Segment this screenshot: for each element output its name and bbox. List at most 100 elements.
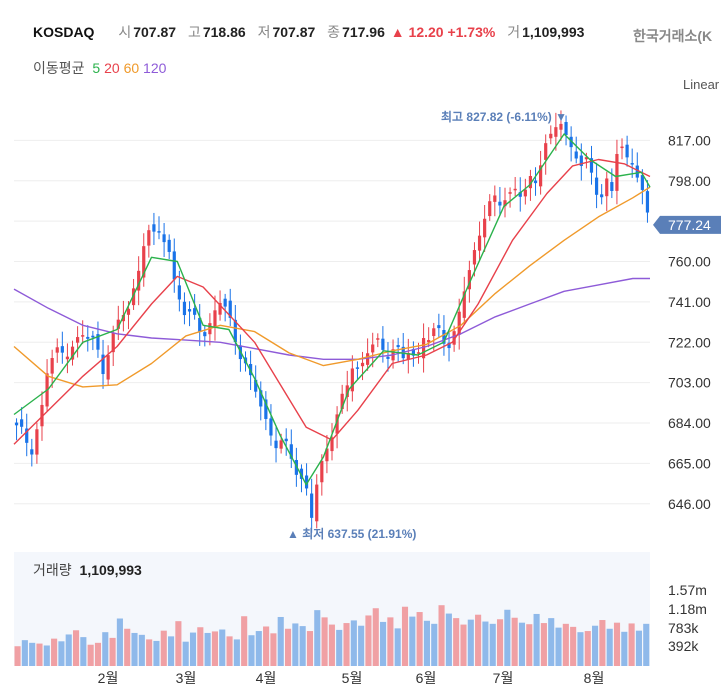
- volume-bar: [131, 632, 138, 666]
- ma20-line: [13, 158, 651, 445]
- candle-body: [213, 310, 217, 327]
- close-value: 717.96: [342, 24, 385, 40]
- exchange-label[interactable]: 한국거래소(K: [633, 28, 713, 44]
- high-value: 718.86: [202, 24, 246, 40]
- volume-bar: [475, 614, 482, 666]
- volume-bar: [496, 619, 504, 666]
- volume-bar: [453, 618, 460, 666]
- moving-average-legend[interactable]: 이동평균 5 20 60 120: [33, 58, 166, 78]
- candle-body: [223, 298, 227, 307]
- volume-bar: [292, 623, 299, 666]
- candle-body: [325, 448, 329, 462]
- volume-bar: [102, 632, 109, 666]
- month-label: 4월: [256, 670, 277, 686]
- volume-bar: [599, 620, 606, 666]
- candle-body: [152, 224, 156, 232]
- volume-bar: [358, 625, 365, 666]
- volume-bar: [65, 634, 72, 666]
- volume-panel-header: 거래량 1,109,993: [33, 560, 142, 580]
- candle-body: [584, 157, 588, 160]
- volume-bar: [438, 605, 445, 666]
- volume-panel-value: 1,109,993: [79, 562, 142, 578]
- candle-body: [167, 239, 171, 252]
- volume-bar: [94, 642, 102, 666]
- candle-body: [198, 317, 202, 332]
- candle-body: [116, 319, 120, 329]
- candle-body: [131, 288, 136, 306]
- candle-body: [528, 175, 533, 189]
- volume-bar: [380, 621, 387, 666]
- candle-body: [228, 300, 232, 318]
- candle-body: [406, 352, 410, 360]
- candle-body: [589, 158, 594, 173]
- candle-body: [371, 344, 375, 353]
- candle-body: [254, 379, 258, 392]
- candle-body: [416, 352, 421, 354]
- volume-bar: [270, 633, 277, 666]
- volume-bar: [36, 643, 43, 666]
- candle-body: [605, 178, 609, 197]
- volume-bar: [643, 623, 650, 666]
- volume-bar: [489, 623, 496, 666]
- volume-bar: [21, 640, 28, 666]
- volume-bar: [613, 622, 621, 666]
- candle-body: [320, 460, 324, 483]
- volume-bar: [72, 630, 80, 666]
- volume-bar: [80, 637, 87, 666]
- candle-body: [630, 163, 634, 165]
- candle-body: [427, 340, 431, 343]
- candle-body: [218, 302, 222, 315]
- volume-bar: [460, 624, 467, 666]
- candle-body: [106, 355, 110, 380]
- month-label: 2월: [98, 670, 119, 686]
- volume-bar: [314, 610, 321, 666]
- candle-body: [60, 346, 64, 353]
- volume-bar: [277, 616, 284, 666]
- candle-body: [620, 146, 624, 149]
- price-tick-label: 646.00: [668, 496, 711, 512]
- volume-bar: [109, 637, 116, 666]
- candle-body: [340, 393, 344, 410]
- candle-body: [233, 319, 237, 343]
- scale-toggle[interactable]: Linear: [683, 77, 720, 92]
- volume-axis: 1.57m 1.18m 783k 392k: [668, 582, 707, 654]
- volume-bar: [233, 639, 240, 666]
- volume-bar: [189, 632, 197, 666]
- high-label: 고: [187, 24, 201, 40]
- candle-body: [508, 192, 512, 194]
- candle-body: [284, 438, 288, 442]
- candle-body: [350, 368, 354, 392]
- candle-body: [289, 444, 293, 459]
- ma20-label: 20: [104, 60, 120, 76]
- volume-bar: [394, 628, 401, 666]
- ma60-label: 60: [123, 60, 140, 76]
- candle-body: [147, 230, 151, 246]
- candle-body: [35, 429, 39, 455]
- candle-body: [70, 346, 75, 360]
- candle-body: [335, 414, 339, 434]
- price-tick-label: 798.00: [668, 173, 711, 189]
- volume-bar: [467, 619, 474, 666]
- volume-bar: [306, 631, 314, 666]
- month-label: 5월: [342, 670, 363, 686]
- volume-bar: [577, 632, 584, 666]
- price-tick-label: 741.00: [668, 294, 711, 310]
- candle-body: [452, 331, 456, 345]
- candle-body: [40, 404, 44, 427]
- volume-bar: [116, 618, 123, 666]
- price-tick-label: 817.00: [668, 132, 711, 148]
- price-tick-label: 722.00: [668, 334, 711, 350]
- candle-body: [137, 270, 141, 291]
- candle-body: [279, 440, 283, 449]
- candle-body: [554, 127, 558, 137]
- volume-bar: [548, 618, 555, 666]
- index-name: KOSDAQ: [33, 24, 95, 40]
- month-label: 6월: [416, 670, 437, 686]
- low-value: 707.87: [272, 24, 316, 40]
- volume-bar: [482, 621, 489, 666]
- date-axis: 2월 3월 4월 5월 6월 7월 8월: [98, 670, 605, 686]
- candle-body: [177, 285, 181, 300]
- candle-body: [157, 231, 161, 233]
- candle-body: [345, 385, 349, 398]
